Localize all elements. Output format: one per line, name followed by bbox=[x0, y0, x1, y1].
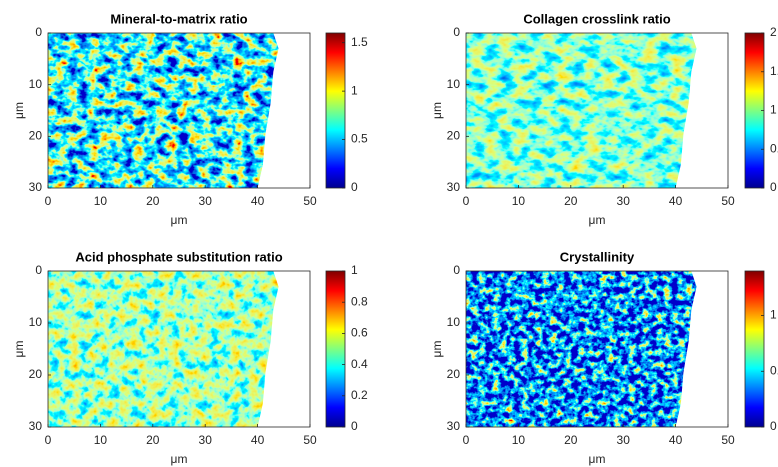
colorbar-tick-label: 0 bbox=[351, 419, 358, 433]
colorbar-tick-label: 0 bbox=[770, 419, 777, 433]
x-tick-label: 20 bbox=[146, 433, 160, 447]
colorbar-tick-label: 2 bbox=[770, 25, 777, 39]
colorbar-frame bbox=[744, 270, 765, 428]
heatmap-image bbox=[466, 271, 697, 427]
x-tick-label: 40 bbox=[669, 433, 683, 447]
colorbar-tick-label: 1 bbox=[351, 263, 358, 277]
colorbar bbox=[326, 33, 345, 188]
y-tick-label: 10 bbox=[29, 315, 43, 329]
y-tick-label: 10 bbox=[447, 77, 461, 91]
colorbar bbox=[326, 271, 345, 427]
x-tick-label: 10 bbox=[94, 194, 108, 208]
x-tick-label: 0 bbox=[45, 433, 52, 447]
x-tick-label: 30 bbox=[199, 194, 213, 208]
x-tick-label: 10 bbox=[512, 433, 526, 447]
y-tick-label: 20 bbox=[447, 367, 461, 381]
x-tick-label: 20 bbox=[564, 433, 578, 447]
y-tick-label: 0 bbox=[453, 263, 460, 277]
colorbar-tick-label: 0.5 bbox=[770, 141, 778, 155]
y-axis-label: μm bbox=[12, 102, 26, 119]
x-tick-label: 30 bbox=[617, 194, 631, 208]
y-tick-label: 0 bbox=[35, 263, 42, 277]
colorbar-tick-label: 1.5 bbox=[351, 35, 368, 49]
colorbar-tick-label: 1 bbox=[770, 308, 777, 322]
y-axis-label: μm bbox=[430, 341, 444, 358]
heatmap-image bbox=[466, 33, 697, 188]
y-tick-label: 30 bbox=[29, 180, 43, 194]
y-tick-label: 20 bbox=[29, 129, 43, 143]
colorbar-tick-label: 1 bbox=[770, 103, 777, 117]
x-tick-label: 0 bbox=[463, 433, 470, 447]
colorbar-frame bbox=[325, 32, 346, 189]
colorbar-tick-label: 0.2 bbox=[351, 388, 368, 402]
axes-frame bbox=[47, 32, 311, 189]
y-tick-label: 10 bbox=[447, 315, 461, 329]
x-tick-label: 0 bbox=[463, 194, 470, 208]
x-tick-label: 50 bbox=[721, 194, 735, 208]
y-axis-label: μm bbox=[430, 102, 444, 119]
x-tick-label: 20 bbox=[564, 194, 578, 208]
heatmap-image bbox=[48, 33, 279, 188]
y-tick-label: 30 bbox=[29, 419, 43, 433]
x-tick-label: 50 bbox=[721, 433, 735, 447]
colorbar-tick-label: 1.5 bbox=[770, 64, 778, 78]
x-axis-label: μm bbox=[589, 213, 606, 227]
x-tick-label: 10 bbox=[512, 194, 526, 208]
y-axis-label: μm bbox=[12, 341, 26, 358]
colorbar-frame bbox=[325, 270, 346, 428]
x-axis-label: μm bbox=[171, 213, 188, 227]
colorbar-tick-label: 0.5 bbox=[770, 363, 778, 377]
y-tick-label: 0 bbox=[453, 25, 460, 39]
y-tick-label: 20 bbox=[29, 367, 43, 381]
x-tick-label: 30 bbox=[199, 433, 213, 447]
x-tick-label: 40 bbox=[669, 194, 683, 208]
y-tick-label: 10 bbox=[29, 77, 43, 91]
x-axis-label: μm bbox=[589, 452, 606, 466]
x-tick-label: 50 bbox=[303, 433, 317, 447]
colorbar-tick-label: 0.5 bbox=[351, 132, 368, 146]
heatmap-image bbox=[48, 271, 279, 427]
x-tick-label: 40 bbox=[251, 194, 265, 208]
colorbar-tick-label: 0.6 bbox=[351, 326, 368, 340]
y-tick-label: 30 bbox=[447, 180, 461, 194]
colorbar-tick-label: 0 bbox=[770, 180, 777, 194]
colorbar-tick-label: 0 bbox=[351, 180, 358, 194]
y-tick-label: 0 bbox=[35, 25, 42, 39]
colorbar bbox=[745, 33, 764, 188]
x-tick-label: 10 bbox=[94, 433, 108, 447]
x-tick-label: 0 bbox=[45, 194, 52, 208]
colorbar-tick-label: 1 bbox=[351, 83, 358, 97]
axes-frame bbox=[47, 270, 311, 428]
x-tick-label: 40 bbox=[251, 433, 265, 447]
chart-title: Mineral-to-matrix ratio bbox=[110, 11, 247, 26]
chart-title: Crystallinity bbox=[560, 249, 635, 264]
colorbar-tick-label: 0.4 bbox=[351, 357, 368, 371]
axes-frame bbox=[465, 270, 729, 428]
colorbar bbox=[745, 271, 764, 427]
y-tick-label: 30 bbox=[447, 419, 461, 433]
x-tick-label: 50 bbox=[303, 194, 317, 208]
x-axis-label: μm bbox=[171, 452, 188, 466]
axes-frame bbox=[465, 32, 729, 189]
panel: 0 10 20 30 40 50 0 10 20 30 Crystallinity μm μm 0 0.5 1 bbox=[430, 249, 778, 466]
x-tick-label: 20 bbox=[146, 194, 160, 208]
x-tick-label: 30 bbox=[617, 433, 631, 447]
colorbar-tick-label: 0.8 bbox=[351, 294, 368, 308]
chart-title: Collagen crosslink ratio bbox=[523, 11, 670, 26]
y-tick-label: 20 bbox=[447, 129, 461, 143]
chart-title: Acid phosphate substitution ratio bbox=[75, 249, 282, 264]
